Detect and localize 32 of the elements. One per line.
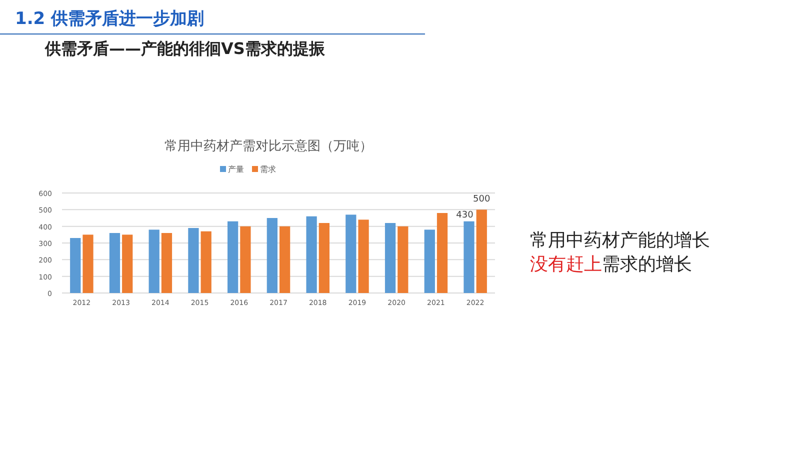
- legend-label: 需求: [260, 165, 276, 174]
- bar: [161, 233, 172, 293]
- bar: [188, 228, 199, 293]
- text: 没有赶上: [530, 254, 602, 275]
- data-label: 500: [473, 194, 490, 205]
- data-label: 430: [456, 210, 474, 220]
- bar: [398, 226, 408, 293]
- bar: [228, 221, 238, 293]
- chart-title: 常用中药材产需对比示意图（万吨）: [164, 139, 372, 154]
- bar: [358, 220, 369, 293]
- bar: [70, 238, 81, 293]
- bar: [82, 234, 94, 293]
- bar: [424, 230, 435, 293]
- legend-label: 产量: [228, 165, 244, 174]
- bar: [148, 230, 160, 293]
- bar: [464, 221, 474, 293]
- bar: [318, 223, 330, 293]
- bar: [109, 233, 120, 293]
- bar: [122, 234, 133, 293]
- bar: [200, 231, 212, 293]
- bar: [280, 226, 290, 293]
- bar: [476, 210, 487, 293]
- bar: [346, 214, 356, 293]
- bar: [384, 223, 396, 293]
- bar: [306, 216, 317, 293]
- text: 需求的增长: [602, 254, 692, 275]
- bar: [240, 226, 251, 293]
- bar: [266, 218, 278, 293]
- text: 1.2 供需矛盾进一步加剧: [15, 9, 204, 29]
- text: 供需矛盾——产能的徘徊VS需求的提振: [44, 39, 326, 58]
- text: 常用中药材产能的增长: [530, 230, 710, 251]
- bar: [436, 213, 448, 293]
